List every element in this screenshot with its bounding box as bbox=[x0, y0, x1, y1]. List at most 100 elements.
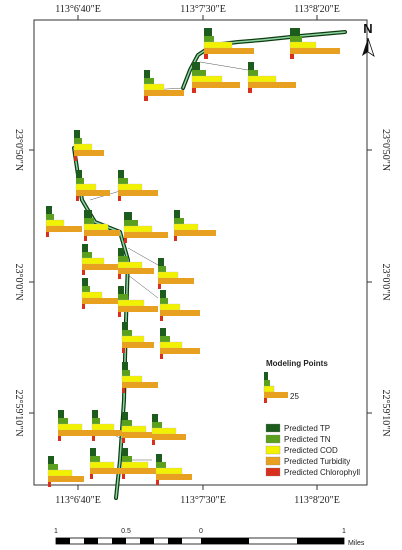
glyph-bar bbox=[118, 312, 121, 317]
scale-bar: 1 0.5 0 1 Miles bbox=[54, 528, 365, 547]
glyph-bar bbox=[121, 425, 147, 433]
glyph-bar bbox=[90, 474, 93, 479]
glyph-bar bbox=[117, 183, 143, 191]
glyph-bar bbox=[158, 258, 164, 266]
glyph-bar bbox=[144, 90, 184, 96]
glyph-bar bbox=[92, 430, 126, 436]
glyph-bar bbox=[82, 304, 85, 309]
glyph-bar bbox=[124, 232, 168, 238]
glyph-bar bbox=[84, 218, 94, 224]
legend-items: Predicted TP Predicted TN Predicted COD Pre… bbox=[265, 423, 360, 477]
glyph-bar bbox=[124, 220, 138, 226]
modeling-point-glyph bbox=[159, 290, 200, 321]
glyph-bar bbox=[89, 461, 115, 469]
modeling-point-glyph bbox=[173, 210, 216, 241]
glyph-bar bbox=[118, 274, 121, 279]
glyph-bar bbox=[290, 54, 294, 59]
glyph-bar bbox=[118, 306, 158, 312]
tick-marks bbox=[29, 15, 372, 490]
glyph-bar bbox=[117, 299, 145, 307]
modeling-point-glyph bbox=[121, 412, 154, 443]
scale-label-1: 1 bbox=[54, 528, 58, 535]
glyph-bar bbox=[118, 170, 124, 178]
lat-label-right-1: 23°0'50"N bbox=[380, 129, 391, 171]
glyph-bar bbox=[121, 461, 149, 469]
glyph-bar bbox=[124, 212, 132, 220]
modeling-point-glyph bbox=[157, 258, 194, 289]
modeling-point-glyph bbox=[91, 410, 126, 441]
legend-swatch bbox=[265, 423, 281, 433]
glyph-bar bbox=[122, 330, 132, 336]
glyph-bar bbox=[118, 256, 128, 262]
glyph-bar bbox=[156, 462, 166, 468]
glyph-bar bbox=[46, 214, 54, 220]
glyph-bar bbox=[174, 236, 177, 241]
glyph-bar bbox=[122, 412, 128, 420]
modeling-point-glyph bbox=[47, 456, 84, 487]
modeling-point-glyph bbox=[45, 206, 82, 237]
glyph-bar bbox=[158, 278, 194, 284]
modeling-point-glyph bbox=[81, 244, 118, 275]
scale-segment bbox=[168, 538, 182, 544]
lat-label-left-3: 22°59'10"N bbox=[13, 389, 24, 436]
glyph-bar bbox=[82, 244, 88, 252]
glyph-bar bbox=[82, 252, 92, 258]
glyph-bar bbox=[84, 210, 92, 218]
glyph-bar bbox=[160, 328, 166, 336]
legend-sample-glyph bbox=[263, 372, 288, 403]
modeling-point-glyph bbox=[81, 278, 118, 309]
glyph-bar bbox=[248, 70, 258, 76]
glyph-bar bbox=[191, 75, 223, 83]
modeling-point-glyph bbox=[121, 448, 156, 479]
glyph-bar bbox=[82, 298, 118, 304]
scale-segment bbox=[70, 538, 84, 544]
glyph-bar bbox=[117, 261, 143, 269]
modeling-point-glyph bbox=[57, 410, 98, 441]
glyph-bar bbox=[122, 420, 132, 426]
glyph-bar bbox=[118, 248, 124, 256]
glyph-bar bbox=[90, 456, 100, 462]
glyph-bar bbox=[48, 476, 84, 482]
glyph-bar bbox=[46, 232, 49, 237]
glyph-bar bbox=[118, 294, 128, 300]
glyph-bar bbox=[90, 448, 96, 456]
glyph-bar bbox=[289, 41, 317, 49]
scale-unit: Miles bbox=[348, 540, 365, 547]
glyph-bar bbox=[192, 62, 200, 70]
glyph-bar bbox=[76, 196, 79, 201]
legend-title: Modeling Points bbox=[266, 359, 328, 368]
modeling-point-glyph bbox=[143, 70, 184, 101]
legend-item-label: Predicted Turbidity bbox=[284, 457, 350, 466]
scale-segment bbox=[56, 538, 70, 544]
glyph-bar bbox=[47, 469, 73, 477]
glyph-bar bbox=[90, 468, 126, 474]
modeling-point-glyph bbox=[121, 362, 158, 393]
glyph-bar bbox=[174, 230, 216, 236]
lon-label-bottom-2: 113°7'30"E bbox=[180, 495, 226, 506]
lon-label-top-1: 113°6'40"E bbox=[55, 4, 101, 15]
glyph-bar bbox=[152, 414, 158, 422]
modeling-point-glyph bbox=[159, 328, 200, 359]
glyph-bar bbox=[91, 423, 115, 431]
glyph-bar bbox=[74, 138, 82, 144]
glyph-bar bbox=[290, 48, 340, 54]
glyph-bar bbox=[83, 223, 109, 231]
lon-label-top-3: 113°8'20"E bbox=[294, 4, 340, 15]
glyph-bar bbox=[156, 480, 159, 485]
glyph-bar bbox=[248, 62, 254, 70]
glyph-bar bbox=[74, 156, 77, 161]
scale-segment bbox=[112, 538, 126, 544]
glyph-bar bbox=[174, 218, 184, 224]
glyph-bar bbox=[48, 482, 51, 487]
modeling-point-glyph bbox=[151, 414, 186, 445]
glyph-bar bbox=[57, 423, 83, 431]
glyph-bar bbox=[160, 298, 168, 304]
lon-label-bottom-1: 113°6'40"E bbox=[55, 495, 101, 506]
modeling-points bbox=[45, 28, 340, 487]
scale-segment bbox=[84, 538, 98, 544]
glyph-bar bbox=[58, 410, 64, 418]
glyph-bar bbox=[160, 354, 163, 359]
legend-swatch bbox=[265, 456, 281, 466]
glyph-bar bbox=[156, 474, 192, 480]
